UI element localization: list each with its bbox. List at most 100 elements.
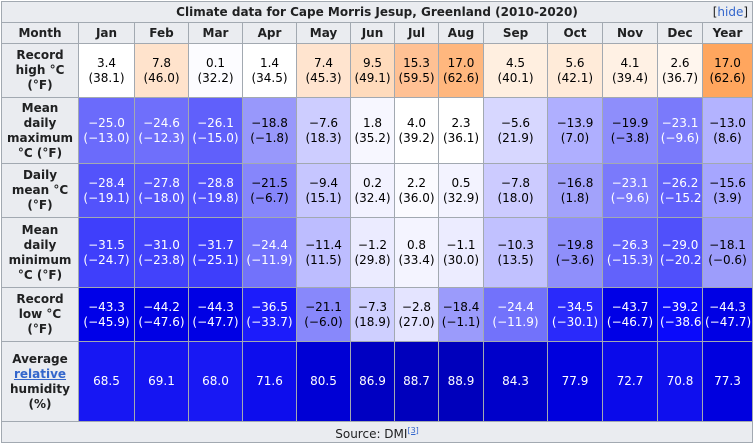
value-fahrenheit: (32.4) [354,190,391,205]
value-fahrenheit: (29.8) [354,252,391,267]
value-fahrenheit: (−33.7) [246,314,293,329]
value-fahrenheit: (3.9) [713,190,742,205]
table-caption: Climate data for Cape Morris Jesup, Gree… [0,1,754,23]
row-header-line: minimum [8,252,72,267]
value-celsius: −24.6 [143,115,180,130]
data-cell: −36.5 (−33.7) [242,287,297,342]
data-cell: 0.5 (32.9) [438,163,484,218]
value-celsius: 7.4 [313,55,334,70]
data-cell: −27.8 (−18.0) [134,163,189,218]
value-celsius: −26.1 [197,115,234,130]
row-header-line: °C (°F) [17,145,63,160]
source-row: Source: DMI[3] [0,421,754,443]
value-fahrenheit: (15.1) [305,190,342,205]
value-fahrenheit: (62.6) [442,70,480,85]
value-fahrenheit: (39.2) [398,130,435,145]
value-celsius: −43.3 [88,299,125,314]
value-celsius: 88.7 [403,374,430,388]
row-header-line: Average [12,351,68,366]
row-header: Record high °C (°F) [1,43,79,98]
value-celsius: −28.8 [197,175,234,190]
data-cell: 86.9 [350,341,395,422]
value-celsius: −7.6 [308,115,339,130]
value-celsius: 3.4 [96,55,117,70]
value-celsius: −29.0 [661,237,699,252]
value-celsius: −7.8 [500,175,531,190]
data-cell: 7.4 (45.3) [296,43,351,98]
value-celsius: 7.8 [151,55,172,70]
value-celsius: −44.3 [709,299,746,314]
data-cell: 15.3 (59.5) [394,43,439,98]
value-celsius: 0.8 [406,237,427,252]
value-celsius: −21.5 [251,175,288,190]
table-title: Climate data for Cape Morris Jesup, Gree… [176,4,578,19]
data-cell: −7.3 (18.9) [350,287,395,342]
value-fahrenheit: (−47.7) [192,314,239,329]
row-header-line: daily [23,237,57,252]
value-fahrenheit: (−24.7) [83,252,130,267]
month-header-cell: Jan [78,22,135,44]
data-cell: −1.1 (30.0) [438,217,484,288]
row-header-link[interactable]: relative [13,366,67,381]
data-cell: −28.4 (−19.1) [78,163,135,218]
value-celsius: 2.6 [670,55,690,70]
month-header: Month [1,22,79,44]
value-celsius: 1.4 [259,55,280,70]
value-fahrenheit: (30.0) [442,252,480,267]
header-row: Month Jan Feb Mar Apr May Jun Jul Aug Sep Oct Nov D… [1,22,754,44]
data-cell: 0.8 (33.4) [394,217,439,288]
value-celsius: 2.3 [451,115,471,130]
value-fahrenheit: (59.5) [398,70,435,85]
data-cell: −43.7 (−46.7) [602,287,658,342]
value-celsius: 88.9 [447,374,475,388]
month-header-cell: Jun [350,22,395,44]
month-header-cell: Mar [188,22,243,44]
source-cell: Source: DMI[3] [0,421,754,443]
value-celsius: 15.3 [403,55,430,70]
value-celsius: −24.4 [497,299,534,314]
value-fahrenheit: (18.0) [497,190,534,205]
hide-link[interactable]: hide [717,5,744,19]
data-cell: 17.0 (62.6) [438,43,484,98]
value-fahrenheit: (40.1) [497,70,534,85]
data-cell: −11.4 (11.5) [296,217,351,288]
value-fahrenheit: (36.0) [398,190,435,205]
data-cell: 4.5 (40.1) [483,43,548,98]
row-header-line: (°F) [27,78,53,92]
value-celsius: 4.0 [406,115,427,130]
value-celsius: −18.8 [251,115,288,130]
value-fahrenheit: (36.1) [442,130,480,145]
data-cell: −24.4 (−11.9) [483,287,548,342]
month-header-cell: Jul [394,22,439,44]
data-cell: −29.0 (−20.2) [657,217,703,288]
value-fahrenheit: (−3.8) [610,130,650,145]
value-celsius: −26.3 [611,237,649,252]
data-cell: −5.6 (21.9) [483,97,548,164]
hide-toggle[interactable]: [hide] [712,5,749,19]
data-cell: −44.2 (−47.6) [134,287,189,342]
data-cell: 1.4 (34.5) [242,43,297,98]
value-fahrenheit: (−6.7) [250,190,289,205]
value-celsius: −26.2 [661,175,699,190]
source-ref-link[interactable]: [3] [407,425,419,435]
value-celsius: 84.3 [502,374,529,388]
data-cell: −19.8 (−3.6) [547,217,603,288]
value-celsius: 0.2 [362,175,383,190]
value-fahrenheit: (1.8) [560,190,590,205]
data-cell: 2.3 (36.1) [438,97,484,164]
value-fahrenheit: (−13.0) [83,130,130,145]
value-celsius: −18.1 [709,237,746,252]
value-celsius: −11.4 [305,237,342,252]
data-cell: 0.1 (32.2) [188,43,243,98]
data-cell: 84.3 [483,341,548,422]
value-fahrenheit: (−11.9) [492,314,539,329]
value-fahrenheit: (33.4) [398,252,435,267]
data-cell: −7.6 (18.3) [296,97,351,164]
data-cell: −10.3 (13.5) [483,217,548,288]
data-cell: −23.1 (−9.6) [602,163,658,218]
row-header: Mean daily maximum °C (°F) [1,97,79,164]
value-fahrenheit: (−19.1) [83,190,130,205]
data-cell: 1.8 (35.2) [350,97,395,164]
value-fahrenheit: (62.6) [709,70,746,85]
data-cell: 9.5 (49.1) [350,43,395,98]
